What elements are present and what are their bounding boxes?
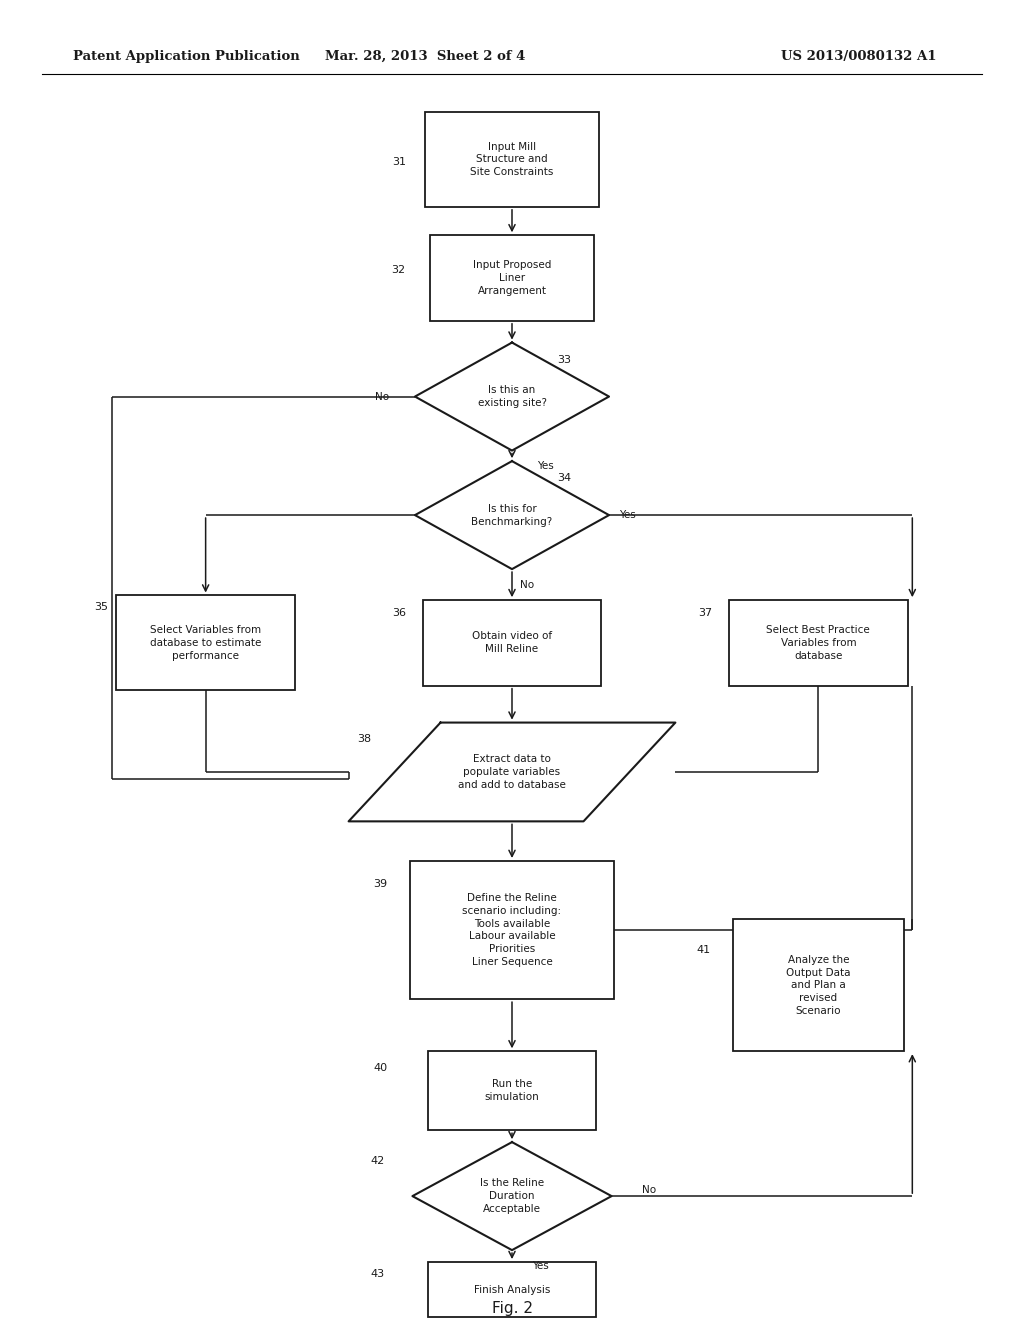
Text: No: No <box>642 1184 656 1195</box>
Text: Input Mill
Structure and
Site Constraints: Input Mill Structure and Site Constraint… <box>470 141 554 177</box>
Bar <box>410 861 614 999</box>
Text: Run the
simulation: Run the simulation <box>484 1080 540 1102</box>
Text: 32: 32 <box>391 265 406 275</box>
Text: Patent Application Publication: Patent Application Publication <box>73 50 300 63</box>
Text: No: No <box>376 392 389 401</box>
Text: 37: 37 <box>698 607 712 618</box>
Text: Select Variables from
database to estimate
performance: Select Variables from database to estima… <box>150 626 261 661</box>
Text: Analyze the
Output Data
and Plan a
revised
Scenario: Analyze the Output Data and Plan a revis… <box>786 954 851 1016</box>
Text: 42: 42 <box>370 1155 384 1166</box>
Text: Is this for
Benchmarking?: Is this for Benchmarking? <box>471 504 553 527</box>
Text: 34: 34 <box>557 474 571 483</box>
Text: Yes: Yes <box>538 462 554 471</box>
Text: Mar. 28, 2013  Sheet 2 of 4: Mar. 28, 2013 Sheet 2 of 4 <box>325 50 525 63</box>
Bar <box>729 601 907 685</box>
Polygon shape <box>413 1142 611 1250</box>
Bar <box>430 235 594 321</box>
Bar <box>117 595 295 690</box>
Bar <box>428 1262 596 1317</box>
Text: Finish Analysis: Finish Analysis <box>474 1284 550 1295</box>
Text: 35: 35 <box>94 602 109 612</box>
Text: 39: 39 <box>374 879 387 888</box>
Text: 33: 33 <box>557 355 571 364</box>
Text: Yes: Yes <box>532 1261 549 1271</box>
Text: Extract data to
populate variables
and add to database: Extract data to populate variables and a… <box>458 754 566 789</box>
Text: Fig. 2: Fig. 2 <box>492 1300 532 1316</box>
Bar <box>732 920 904 1051</box>
Bar <box>423 601 601 685</box>
Text: Define the Reline
scenario including:
Tools available
Labour available
Prioritie: Define the Reline scenario including: To… <box>463 894 561 968</box>
Text: 36: 36 <box>392 607 406 618</box>
Text: Is this an
existing site?: Is this an existing site? <box>477 385 547 408</box>
Text: Input Proposed
Liner
Arrangement: Input Proposed Liner Arrangement <box>473 260 551 296</box>
Polygon shape <box>415 461 609 569</box>
Text: 40: 40 <box>374 1064 387 1073</box>
Bar <box>425 112 599 207</box>
Polygon shape <box>415 343 609 450</box>
Text: 38: 38 <box>357 734 371 744</box>
Text: Is the Reline
Duration
Acceptable: Is the Reline Duration Acceptable <box>480 1179 544 1214</box>
Text: 31: 31 <box>392 157 406 168</box>
Text: US 2013/0080132 A1: US 2013/0080132 A1 <box>781 50 937 63</box>
Text: No: No <box>520 579 535 590</box>
Text: Select Best Practice
Variables from
database: Select Best Practice Variables from data… <box>767 626 870 661</box>
Text: 43: 43 <box>371 1269 384 1279</box>
Text: Yes: Yes <box>620 510 636 520</box>
Text: Obtain video of
Mill Reline: Obtain video of Mill Reline <box>472 631 552 655</box>
Polygon shape <box>348 722 676 821</box>
Text: 41: 41 <box>696 945 710 954</box>
Bar <box>428 1051 596 1130</box>
